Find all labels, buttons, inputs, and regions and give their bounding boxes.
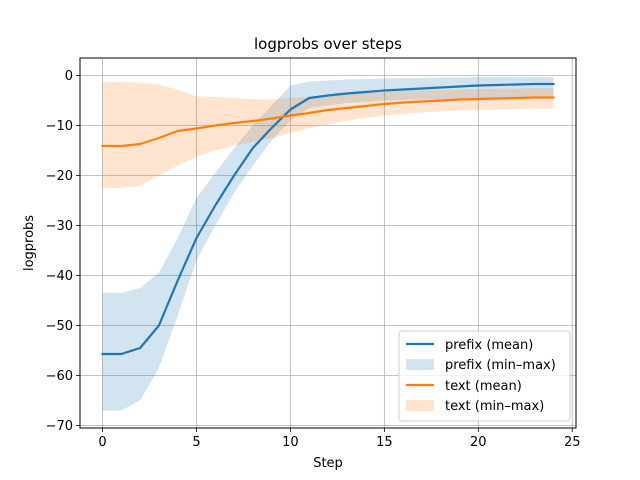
prefix-minmax-band bbox=[102, 77, 554, 411]
y-tick-label: −60 bbox=[46, 369, 73, 384]
text-minmax-band bbox=[102, 82, 554, 188]
y-tick-label: −50 bbox=[46, 319, 73, 334]
legend: prefix (mean) prefix (min–max) text (mea… bbox=[398, 330, 571, 422]
x-tick-label: 20 bbox=[470, 435, 487, 450]
text-mean-line bbox=[101, 96, 555, 148]
grid-lines bbox=[80, 58, 576, 428]
prefix-mean-line bbox=[101, 82, 555, 356]
x-tick-label: 25 bbox=[564, 435, 581, 450]
y-axis-ticks: 0 −10 −20 −30 −40 −50 −60 −70 bbox=[46, 69, 80, 434]
y-tick-label: −10 bbox=[46, 119, 73, 134]
legend-box bbox=[398, 330, 571, 422]
y-tick-label: −70 bbox=[46, 419, 73, 434]
mean-lines bbox=[101, 82, 555, 356]
y-tick-label: 0 bbox=[65, 69, 73, 84]
y-tick-label: −40 bbox=[46, 269, 73, 284]
legend-label-text-mean: text (mean) bbox=[445, 379, 522, 394]
y-axis-label: logprobs bbox=[22, 215, 37, 271]
x-axis-ticks: 0 5 10 15 20 25 bbox=[98, 428, 581, 450]
plot-frame bbox=[79, 57, 577, 429]
x-tick-label: 0 bbox=[98, 435, 106, 450]
legend-swatch-prefix-minmax bbox=[406, 359, 434, 370]
y-tick-label: −30 bbox=[46, 219, 73, 234]
minmax-bands bbox=[102, 77, 554, 411]
chart-title: logprobs over steps bbox=[254, 35, 402, 53]
x-axis-label: Step bbox=[313, 456, 343, 471]
legend-label-prefix-minmax: prefix (min–max) bbox=[445, 358, 556, 373]
legend-swatch-text-minmax bbox=[406, 400, 434, 411]
y-tick-label: −20 bbox=[46, 169, 73, 184]
legend-label-prefix-mean: prefix (mean) bbox=[445, 338, 533, 353]
x-tick-label: 10 bbox=[282, 435, 299, 450]
x-tick-label: 15 bbox=[376, 435, 393, 450]
legend-label-text-minmax: text (min–max) bbox=[445, 399, 544, 414]
x-tick-label: 5 bbox=[192, 435, 200, 450]
